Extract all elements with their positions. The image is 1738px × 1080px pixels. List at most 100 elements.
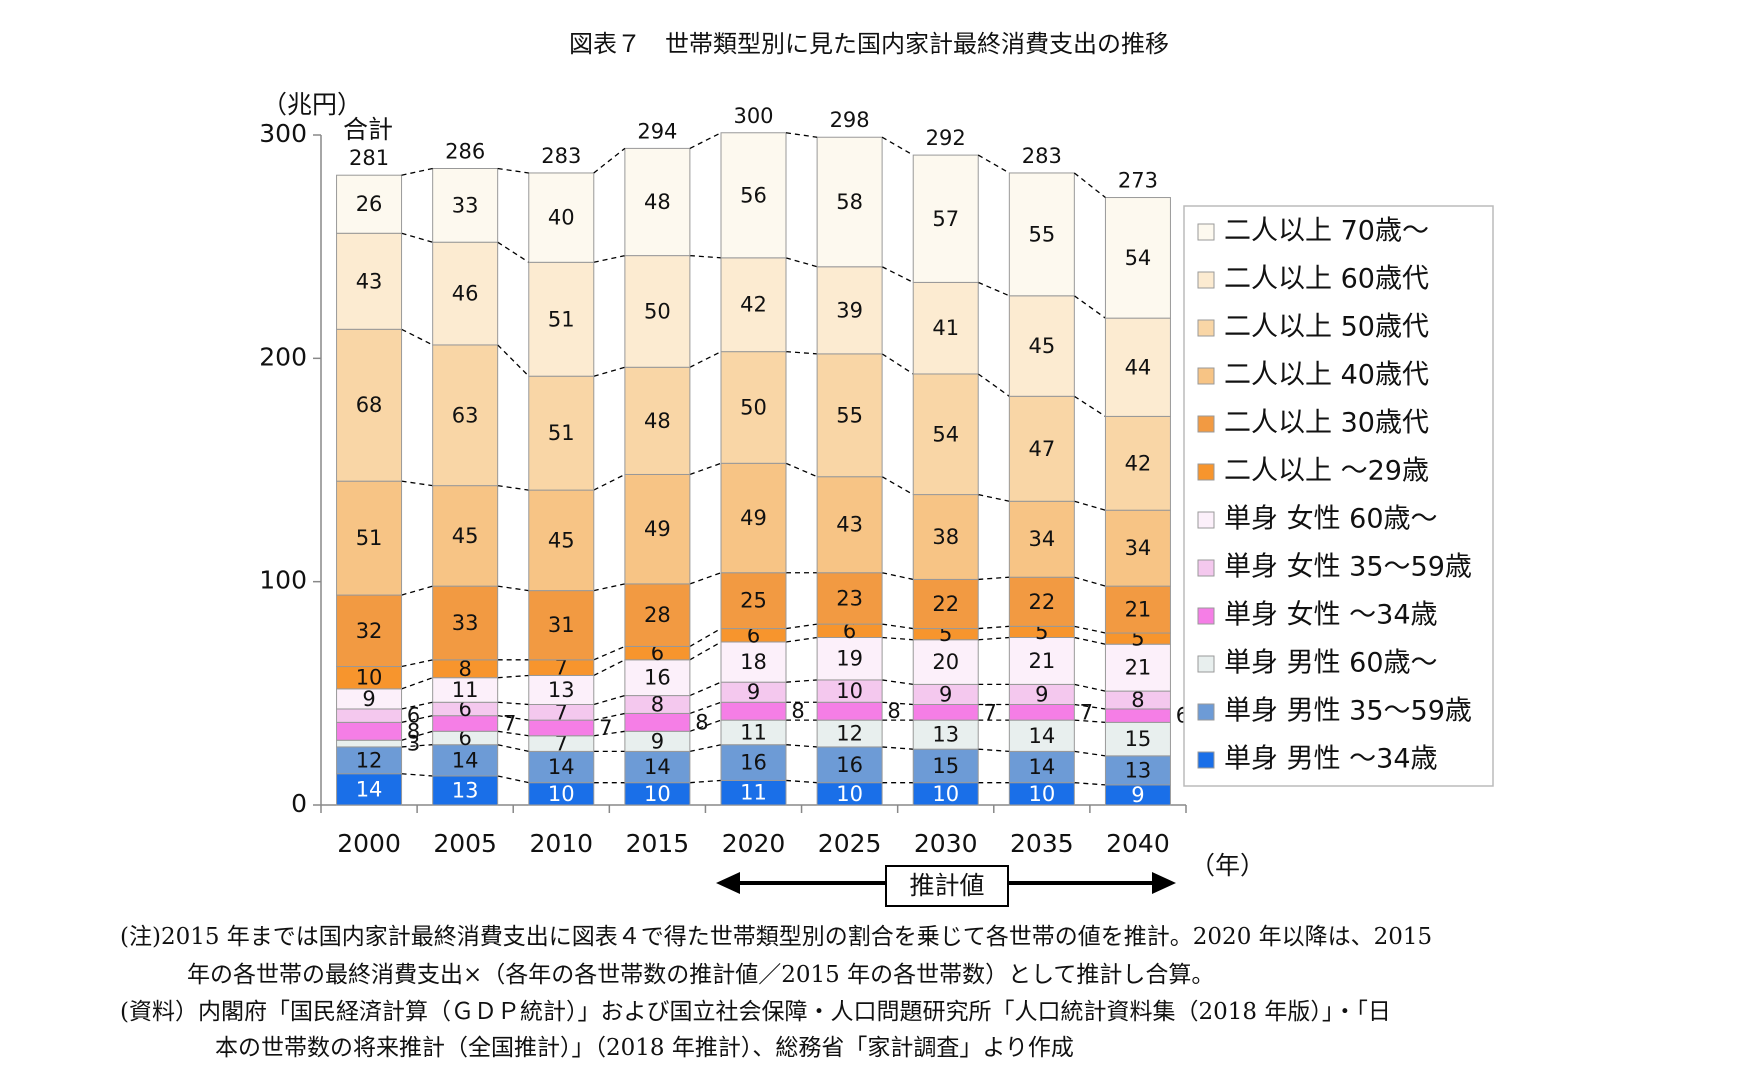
value-label: 51 xyxy=(548,307,575,331)
value-label: 42 xyxy=(1125,451,1152,475)
value-label: 7 xyxy=(555,700,568,724)
connector xyxy=(401,328,433,346)
x-tick-label: 2025 xyxy=(818,829,882,858)
connector xyxy=(689,719,722,732)
value-label: 33 xyxy=(452,193,479,217)
value-label: 38 xyxy=(932,525,959,549)
bar-segment xyxy=(1008,637,1075,685)
x-tick-label: 2040 xyxy=(1106,829,1170,858)
connector xyxy=(401,167,433,176)
value-label: 9 xyxy=(1131,783,1144,807)
value-label: 18 xyxy=(740,650,767,674)
value-label: 47 xyxy=(1028,437,1055,461)
value-label: 63 xyxy=(452,403,479,427)
bar-segment xyxy=(624,366,691,475)
bar-segment xyxy=(816,572,883,625)
connector xyxy=(689,132,722,149)
value-label: 44 xyxy=(1125,355,1152,379)
value-label: 25 xyxy=(740,589,767,613)
bar-segment xyxy=(336,746,403,775)
bar-segment xyxy=(336,739,403,748)
value-label: 10 xyxy=(1028,782,1055,806)
value-label: 15 xyxy=(932,754,959,778)
connector xyxy=(978,576,1010,581)
bar-segment xyxy=(720,744,787,781)
value-label: 12 xyxy=(356,748,383,772)
value-label: 21 xyxy=(1125,656,1152,680)
value-label: 43 xyxy=(356,269,383,293)
connector xyxy=(401,232,433,243)
legend-swatch xyxy=(1197,655,1215,673)
connector xyxy=(1073,172,1106,199)
value-label: 9 xyxy=(362,687,375,711)
note: 年の各世帯の最終消費支出×（各年の各世帯数の推計値／2015 年の各世帯数）とし… xyxy=(187,962,1214,988)
value-label: 7 xyxy=(599,716,612,740)
value-label: 8 xyxy=(1131,688,1144,712)
connector xyxy=(401,659,433,668)
legend-label: 単身 男性 35～59歳 xyxy=(1224,696,1472,727)
value-label: 8 xyxy=(407,719,420,743)
value-label: 13 xyxy=(1125,758,1152,782)
value-label: 11 xyxy=(740,781,767,805)
value-label: 50 xyxy=(644,299,671,323)
value-label: 9 xyxy=(747,680,760,704)
total-label: 合計 xyxy=(343,115,393,144)
bar-segment xyxy=(528,375,595,491)
bar-segment xyxy=(336,232,403,330)
bar-segment xyxy=(528,261,595,377)
legend-label: 単身 女性 ～34歳 xyxy=(1224,600,1438,631)
bar-segment xyxy=(1008,395,1075,502)
bar-segment xyxy=(816,719,883,748)
bar-segment xyxy=(1008,576,1075,627)
value-label: 46 xyxy=(452,282,479,306)
bar-segment xyxy=(432,585,499,661)
total-value: 273 xyxy=(1118,169,1158,193)
value-label: 7 xyxy=(1080,700,1093,724)
value-label: 31 xyxy=(548,613,575,637)
total-value: 294 xyxy=(637,119,677,143)
connector xyxy=(689,701,722,715)
bar-segment xyxy=(1104,643,1171,692)
connector xyxy=(978,493,1010,502)
value-label: 55 xyxy=(1028,222,1055,246)
bar-segment xyxy=(720,132,787,259)
value-label: 49 xyxy=(740,506,767,530)
bar-segment xyxy=(432,168,499,243)
x-tick-label: 2030 xyxy=(914,829,978,858)
connector xyxy=(1074,576,1106,587)
value-label: 57 xyxy=(932,207,959,231)
value-label: 16 xyxy=(644,666,671,690)
legend-label: 二人以上 70歳～ xyxy=(1224,216,1429,247)
value-label: 13 xyxy=(548,678,575,702)
bar-segment xyxy=(816,746,883,784)
bar-segment xyxy=(336,480,403,596)
x-tick-label: 2005 xyxy=(433,829,497,858)
connector xyxy=(689,779,722,784)
connector xyxy=(689,681,722,697)
value-label: 14 xyxy=(356,777,383,801)
value-label: 20 xyxy=(932,650,959,674)
bar-segment xyxy=(816,701,883,721)
legend-swatch xyxy=(1197,703,1215,721)
bar-segment xyxy=(1008,295,1075,397)
bar-segment xyxy=(624,255,691,368)
bar-segment xyxy=(1008,750,1075,784)
value-label: 68 xyxy=(356,393,383,417)
legend-label: 二人以上 ～29歳 xyxy=(1224,456,1429,487)
connector xyxy=(593,254,626,263)
bar-segment xyxy=(816,136,883,268)
value-label: 34 xyxy=(1028,527,1055,551)
bar-segment xyxy=(1104,585,1171,634)
value-label: 19 xyxy=(836,647,863,671)
connector xyxy=(689,744,722,753)
value-label: 42 xyxy=(740,293,767,317)
legend-label: 単身 男性 ～34歳 xyxy=(1224,744,1438,775)
legend-label: 単身 男性 60歳～ xyxy=(1224,648,1438,679)
legend-swatch xyxy=(1197,559,1215,577)
value-label: 6 xyxy=(651,641,664,665)
total-value: 300 xyxy=(733,104,773,128)
connector xyxy=(497,241,530,263)
total-value: 292 xyxy=(926,126,966,150)
bar-segment xyxy=(336,773,403,806)
